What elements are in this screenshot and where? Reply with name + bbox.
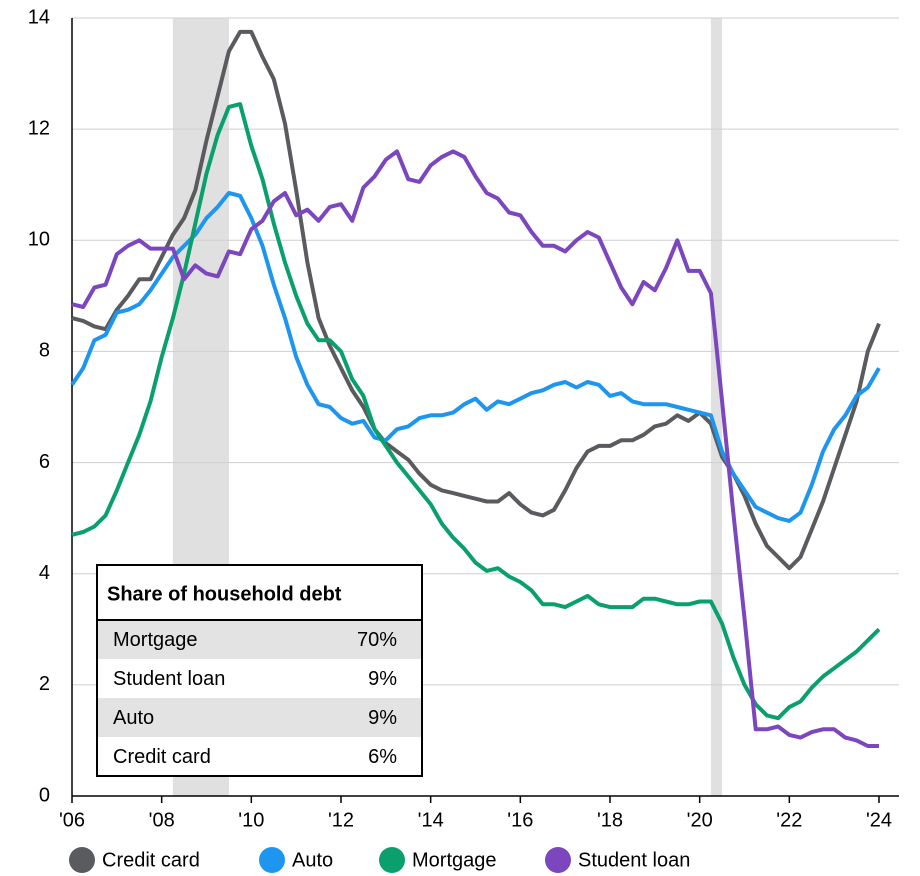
x-tick-label: '24 [866, 809, 892, 831]
inset-row-value: 9% [368, 668, 397, 690]
legend-marker [259, 847, 285, 873]
inset-row-bg [98, 698, 421, 737]
inset-row-bg [98, 620, 421, 659]
legend-marker [379, 847, 405, 873]
inset-row-value: 6% [368, 746, 397, 768]
legend-label: Auto [292, 849, 333, 871]
y-tick-label: 10 [28, 229, 50, 251]
x-tick-label: '06 [59, 809, 85, 831]
series-line [71, 29, 881, 571]
y-tick-label: 12 [28, 117, 50, 139]
x-tick-label: '22 [776, 809, 802, 831]
inset-row-name: Credit card [113, 746, 211, 768]
y-tick-label: 6 [39, 451, 50, 473]
x-tick-label: '18 [597, 809, 623, 831]
x-tick-label: '12 [328, 809, 354, 831]
y-tick-label: 4 [39, 562, 50, 584]
x-tick-label: '16 [507, 809, 533, 831]
inset-row-name: Auto [113, 707, 154, 729]
x-tick-label: '20 [687, 809, 713, 831]
x-tick-label: '10 [238, 809, 264, 831]
x-tick-label: '14 [418, 809, 444, 831]
legend-marker [545, 847, 571, 873]
series-line [70, 191, 881, 523]
inset-title: Share of household debt [107, 583, 342, 605]
inset-row-value: 70% [357, 629, 397, 651]
legend-label: Credit card [102, 849, 200, 871]
series-line [71, 149, 879, 748]
y-tick-label: 14 [28, 6, 50, 28]
x-tick-label: '08 [149, 809, 175, 831]
y-tick-label: 8 [39, 340, 50, 362]
inset-box [96, 564, 423, 777]
legend-label: Mortgage [412, 849, 497, 871]
y-tick-label: 2 [39, 673, 50, 695]
inset-row-name: Mortgage [113, 629, 198, 651]
inset-row-name: Student loan [113, 668, 225, 690]
recession-shade [710, 18, 723, 796]
y-tick-label: 0 [39, 784, 50, 806]
inset-row-value: 9% [368, 707, 397, 729]
series-line [71, 102, 881, 721]
legend-label: Student loan [578, 849, 690, 871]
legend-marker [69, 847, 95, 873]
